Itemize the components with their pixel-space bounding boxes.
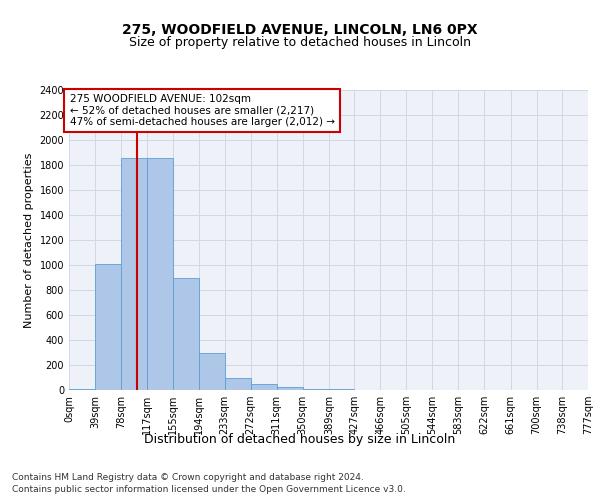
Bar bbox=[69, 389, 95, 390]
Bar bbox=[121, 158, 147, 390]
Bar bbox=[303, 389, 329, 390]
Bar bbox=[95, 264, 121, 390]
Text: Contains HM Land Registry data © Crown copyright and database right 2024.: Contains HM Land Registry data © Crown c… bbox=[12, 472, 364, 482]
Text: 275, WOODFIELD AVENUE, LINCOLN, LN6 0PX: 275, WOODFIELD AVENUE, LINCOLN, LN6 0PX bbox=[122, 22, 478, 36]
Bar bbox=[147, 158, 173, 390]
Text: Contains public sector information licensed under the Open Government Licence v3: Contains public sector information licen… bbox=[12, 485, 406, 494]
Bar bbox=[277, 387, 303, 390]
Bar bbox=[199, 352, 224, 390]
Text: Size of property relative to detached houses in Lincoln: Size of property relative to detached ho… bbox=[129, 36, 471, 49]
Bar bbox=[251, 384, 277, 390]
Bar bbox=[173, 278, 199, 390]
Bar bbox=[224, 378, 251, 390]
Text: Distribution of detached houses by size in Lincoln: Distribution of detached houses by size … bbox=[145, 432, 455, 446]
Text: 275 WOODFIELD AVENUE: 102sqm
← 52% of detached houses are smaller (2,217)
47% of: 275 WOODFIELD AVENUE: 102sqm ← 52% of de… bbox=[70, 94, 335, 127]
Y-axis label: Number of detached properties: Number of detached properties bbox=[24, 152, 34, 328]
